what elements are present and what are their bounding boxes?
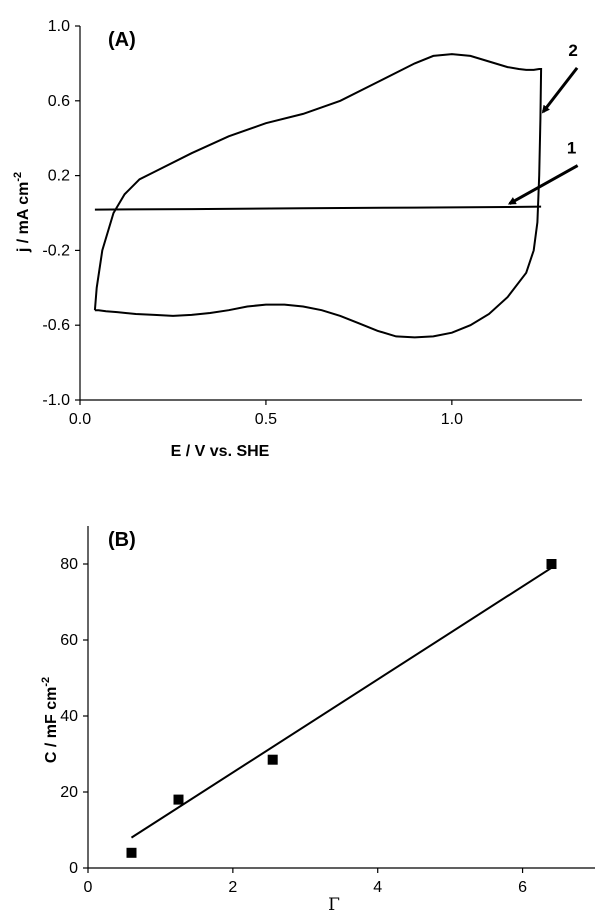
panel-b-ticks: 0 20 40 60 80 0 2 4 6 [60,556,527,896]
panel-b: 0 20 40 60 80 0 2 4 6 (B) Γ C / mF cm-2 [40,526,595,913]
panel-b-x-tick-label: 6 [518,879,527,896]
panel-b-axes [87,526,595,869]
panel-b-data-point [546,559,557,569]
panel-b-y-axis-label-main: C / mF cm [43,687,60,763]
panel-a-annotation-label-1: 1 [567,139,576,158]
panel-b-x-tick-label: 2 [228,879,237,896]
panel-a-y-tick-label: -0.2 [42,242,70,259]
panel-b-x-tick-label: 0 [84,879,93,896]
panel-a-annotation-arrow-2 [541,66,579,114]
panel-a-y-tick-label: 0.6 [48,93,70,110]
panel-b-fit-line [130,566,553,839]
panel-a-y-axis-label: j / mA cm-2 [12,172,32,253]
panel-b-x-tick-label: 4 [373,879,382,896]
panel-a-y-tick-label: -0.6 [42,317,70,334]
panel-a-x-tick-label: 0.5 [255,411,277,428]
panel-a-series-1-line [94,205,542,211]
panel-a-x-tick-label: 0.0 [69,411,91,428]
panel-b-y-tick-label: 80 [60,556,78,573]
panel-a-y-tick-label: 0.2 [48,168,70,185]
panel-b-series [126,559,557,858]
panel-a-series-2-line [93,53,543,339]
panel-b-y-axis-label: C / mF cm-2 [40,677,60,763]
panel-a-y-axis-label-sup: -2 [12,172,24,182]
panel-a-label: (A) [108,29,136,51]
panel-a-annotation-label-2: 2 [568,41,577,60]
panel-a-axes [79,26,582,401]
panel-b-y-tick-label: 60 [60,632,78,649]
panel-a: -1.0-0.6-0.20.20.61.00.0 0.5 1.0 21 (A) E … [12,18,582,460]
panel-a-series [93,53,543,339]
panel-b-y-tick-label: 20 [60,784,78,801]
panel-b-label: (B) [108,529,136,551]
panel-b-y-axis-label-sup: -2 [40,677,52,687]
panel-a-y-axis-label-main: j / mA cm [15,182,32,254]
panel-b-data-point [267,754,278,765]
panel-a-annotation-arrow-1 [507,164,579,205]
panel-b-x-axis-label: Γ [328,895,340,913]
panel-a-x-axis-label: E / V vs. SHE [171,443,270,460]
panel-b-data-point [126,847,137,858]
panel-a-y-tick-label: 1.0 [48,18,70,35]
panel-b-data-point [173,794,184,805]
panel-a-ticks: -1.0 -0.6 -0.2 0.2 0.6 1.0 0.0 0.5 1.0 [42,18,463,428]
panel-b-y-tick-label: 40 [60,708,78,725]
panel-a-x-tick-label: 1.0 [441,411,463,428]
panel-a-annotations: 21 [507,41,579,205]
panel-a-y-tick-label: -1.0 [42,392,70,409]
panel-b-y-tick-label: 0 [69,860,78,877]
